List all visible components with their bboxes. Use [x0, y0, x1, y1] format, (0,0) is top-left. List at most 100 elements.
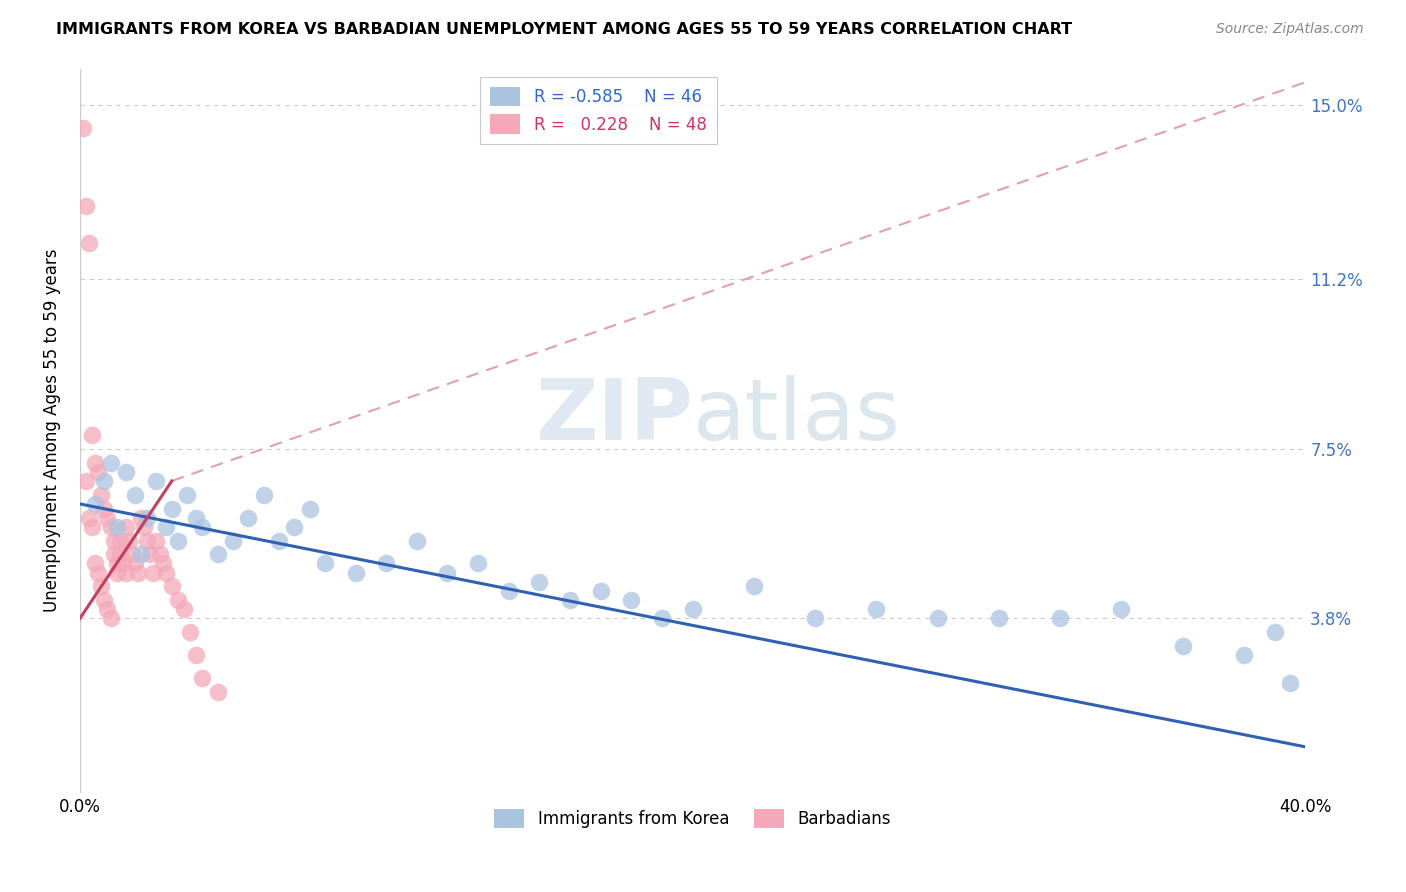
- Point: [93, 501, 115, 516]
- Point: [84, 456, 107, 470]
- Point: [96, 510, 118, 524]
- Point: [865, 602, 887, 616]
- Point: [90, 579, 112, 593]
- Point: [100, 520, 122, 534]
- Point: [987, 611, 1010, 625]
- Point: [82, 428, 104, 442]
- Point: [129, 510, 152, 524]
- Point: [105, 566, 128, 580]
- Point: [129, 547, 152, 561]
- Point: [1171, 639, 1194, 653]
- Point: [207, 547, 229, 561]
- Point: [136, 510, 159, 524]
- Point: [139, 547, 162, 561]
- Point: [222, 533, 245, 548]
- Point: [207, 685, 229, 699]
- Point: [114, 520, 136, 534]
- Point: [84, 557, 107, 571]
- Point: [77, 235, 100, 250]
- Point: [105, 557, 128, 571]
- Point: [87, 566, 110, 580]
- Y-axis label: Unemployment Among Ages 55 to 59 years: Unemployment Among Ages 55 to 59 years: [44, 249, 60, 612]
- Point: [1264, 625, 1286, 640]
- Point: [84, 497, 107, 511]
- Point: [145, 533, 167, 548]
- Point: [87, 465, 110, 479]
- Point: [105, 520, 128, 534]
- Point: [100, 611, 122, 625]
- Point: [90, 488, 112, 502]
- Point: [467, 557, 489, 571]
- Point: [804, 611, 827, 625]
- Point: [167, 593, 190, 607]
- Point: [179, 625, 201, 640]
- Point: [498, 584, 520, 599]
- Point: [77, 510, 100, 524]
- Point: [1278, 675, 1301, 690]
- Point: [118, 533, 141, 548]
- Point: [298, 501, 321, 516]
- Point: [124, 488, 146, 502]
- Legend: Immigrants from Korea, Barbadians: Immigrants from Korea, Barbadians: [488, 803, 897, 835]
- Point: [121, 547, 143, 561]
- Point: [375, 557, 398, 571]
- Point: [114, 465, 136, 479]
- Point: [155, 520, 177, 534]
- Point: [558, 593, 581, 607]
- Point: [283, 520, 305, 534]
- Point: [114, 566, 136, 580]
- Point: [1111, 602, 1133, 616]
- Point: [160, 501, 183, 516]
- Point: [75, 474, 97, 488]
- Point: [93, 593, 115, 607]
- Point: [620, 593, 643, 607]
- Point: [651, 611, 673, 625]
- Point: [1049, 611, 1071, 625]
- Point: [186, 510, 208, 524]
- Point: [82, 520, 104, 534]
- Point: [267, 533, 290, 548]
- Point: [134, 520, 156, 534]
- Point: [405, 533, 427, 548]
- Point: [191, 520, 214, 534]
- Point: [152, 557, 174, 571]
- Point: [103, 533, 125, 548]
- Point: [75, 199, 97, 213]
- Point: [314, 557, 336, 571]
- Point: [682, 602, 704, 616]
- Point: [124, 557, 146, 571]
- Point: [927, 611, 949, 625]
- Point: [176, 488, 198, 502]
- Point: [238, 510, 260, 524]
- Point: [72, 121, 94, 136]
- Point: [127, 566, 149, 580]
- Point: [148, 547, 170, 561]
- Point: [100, 456, 122, 470]
- Point: [742, 579, 765, 593]
- Text: atlas: atlas: [693, 375, 901, 458]
- Point: [160, 579, 183, 593]
- Point: [589, 584, 612, 599]
- Point: [145, 474, 167, 488]
- Point: [173, 602, 195, 616]
- Point: [96, 602, 118, 616]
- Text: ZIP: ZIP: [534, 375, 693, 458]
- Point: [93, 474, 115, 488]
- Text: IMMIGRANTS FROM KOREA VS BARBADIAN UNEMPLOYMENT AMONG AGES 55 TO 59 YEARS CORREL: IMMIGRANTS FROM KOREA VS BARBADIAN UNEMP…: [56, 22, 1073, 37]
- Point: [103, 547, 125, 561]
- Point: [155, 566, 177, 580]
- Point: [191, 671, 214, 685]
- Point: [108, 533, 131, 548]
- Point: [344, 566, 367, 580]
- Point: [253, 488, 276, 502]
- Point: [142, 566, 165, 580]
- Point: [436, 566, 458, 580]
- Point: [1233, 648, 1256, 662]
- Text: Source: ZipAtlas.com: Source: ZipAtlas.com: [1216, 22, 1364, 37]
- Point: [529, 574, 551, 589]
- Point: [111, 557, 134, 571]
- Point: [167, 533, 190, 548]
- Point: [186, 648, 208, 662]
- Point: [108, 547, 131, 561]
- Point: [136, 533, 159, 548]
